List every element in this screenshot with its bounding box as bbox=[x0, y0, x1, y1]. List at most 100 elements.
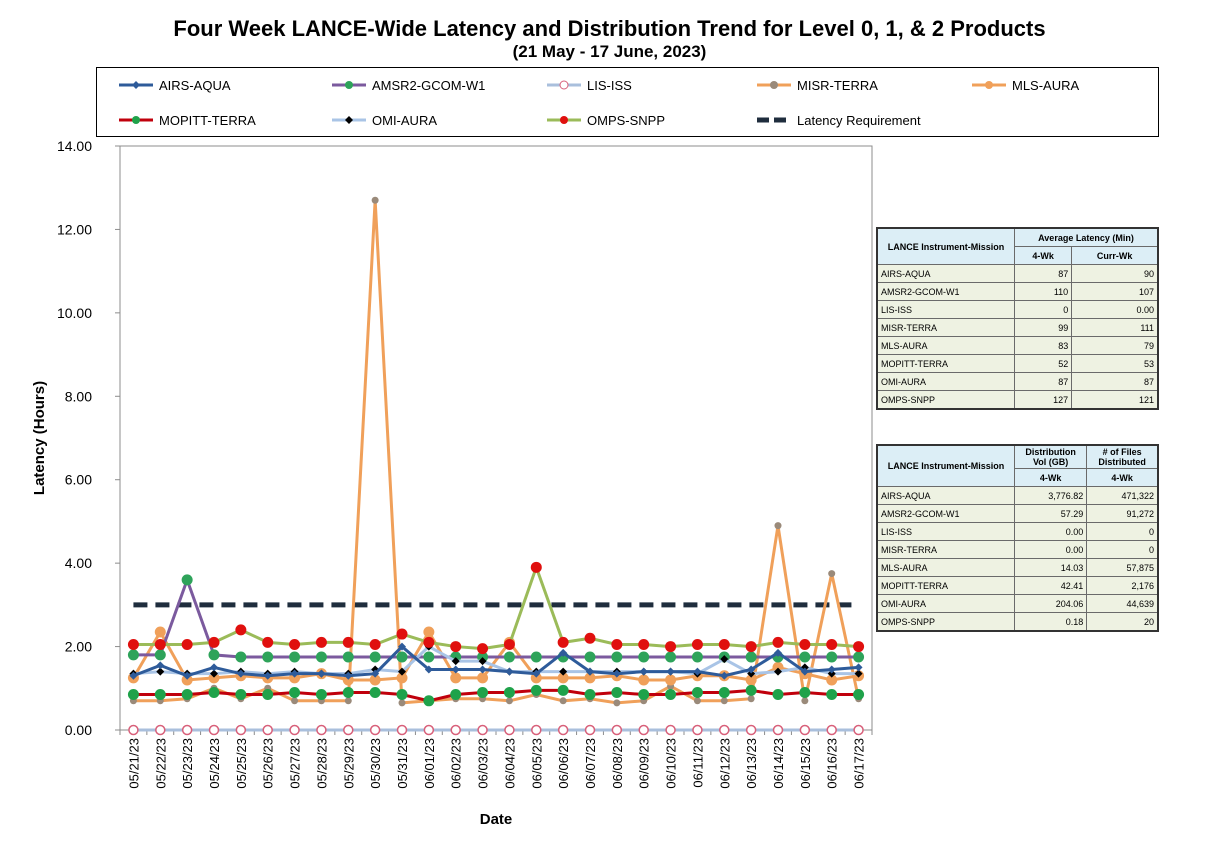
point-omps-snpp bbox=[584, 632, 596, 644]
point-airs-aqua bbox=[559, 648, 568, 657]
series-line-amsr2-gcom-w1 bbox=[133, 575, 859, 659]
point-amsr2-gcom-w1 bbox=[799, 651, 811, 663]
header-instrument: LANCE Instrument-Mission bbox=[876, 227, 1015, 265]
point-airs-aqua bbox=[505, 667, 514, 676]
point-airs-aqua bbox=[478, 665, 487, 674]
point-omps-snpp bbox=[315, 636, 327, 648]
legend-item-misr-terra: MISR-TERRA bbox=[757, 75, 878, 95]
point-lis-iss bbox=[343, 724, 354, 736]
legend-swatch bbox=[757, 117, 791, 123]
point-lis-iss bbox=[504, 724, 515, 736]
point-mopitt-terra bbox=[826, 689, 838, 701]
distribution-table: LANCE Instrument-Mission Distribution Vo… bbox=[876, 444, 1159, 632]
table-row: AIRS-AQUA 3,776.82 471,322 bbox=[876, 486, 1159, 505]
legend-swatch bbox=[757, 81, 791, 89]
cell-value: 204.06 bbox=[1013, 594, 1088, 613]
point-mls-aura bbox=[477, 672, 489, 684]
x-tick-label: 06/02/23 bbox=[449, 738, 464, 789]
point-mopitt-terra bbox=[745, 684, 757, 696]
point-omi-aura bbox=[854, 669, 863, 678]
point-airs-aqua bbox=[586, 667, 594, 676]
point-omps-snpp bbox=[154, 638, 166, 650]
point-mls-aura bbox=[342, 674, 354, 686]
point-omi-aura bbox=[559, 667, 568, 676]
y-tick-label: 4.00 bbox=[65, 555, 92, 571]
point-mopitt-terra bbox=[181, 689, 193, 701]
point-mopitt-terra bbox=[557, 684, 569, 696]
point-lis-iss bbox=[719, 724, 730, 736]
point-lis-iss bbox=[584, 724, 596, 736]
point-omi-aura bbox=[774, 667, 782, 676]
point-mopitt-terra bbox=[127, 689, 139, 701]
x-axis-label: Date bbox=[480, 811, 513, 828]
point-amsr2-gcom-w1 bbox=[665, 651, 677, 663]
legend-swatch bbox=[547, 80, 581, 90]
point-omps-snpp bbox=[799, 638, 811, 650]
x-tick-label: 05/23/23 bbox=[180, 738, 195, 789]
legend-item-mls-aura: MLS-AURA bbox=[972, 75, 1079, 95]
point-amsr2-gcom-w1 bbox=[826, 651, 838, 663]
point-mopitt-terra bbox=[235, 689, 247, 701]
table-row: MOPITT-TERRA 42.41 2,176 bbox=[876, 576, 1159, 595]
cell-value: 44,639 bbox=[1086, 594, 1159, 613]
cell-instrument: AMSR2-GCOM-W1 bbox=[876, 282, 1015, 301]
point-amsr2-gcom-w1 bbox=[262, 651, 274, 663]
cell-value: 52 bbox=[1013, 354, 1073, 373]
x-tick-label: 05/21/23 bbox=[126, 738, 141, 789]
cell-value: 99 bbox=[1013, 318, 1073, 337]
point-omi-aura bbox=[156, 667, 165, 676]
point-omps-snpp bbox=[289, 638, 301, 650]
point-omi-aura bbox=[210, 669, 218, 678]
table-row: OMI-AURA 204.06 44,639 bbox=[876, 594, 1159, 613]
point-airs-aqua bbox=[398, 642, 406, 651]
cell-value: 0 bbox=[1013, 300, 1073, 319]
series-line-airs-aqua bbox=[132, 644, 859, 678]
x-tick-label: 06/17/23 bbox=[852, 738, 867, 789]
cell-instrument: MOPITT-TERRA bbox=[876, 354, 1015, 373]
legend-swatch bbox=[119, 116, 153, 124]
point-airs-aqua bbox=[639, 667, 648, 676]
point-misr-terra bbox=[747, 695, 755, 703]
x-tick-label: 06/14/23 bbox=[771, 738, 786, 789]
point-lis-iss bbox=[155, 724, 166, 736]
legend-label: LIS-ISS bbox=[587, 77, 632, 93]
point-omps-snpp bbox=[262, 636, 274, 648]
point-mopitt-terra bbox=[289, 686, 301, 698]
legend-label: MLS-AURA bbox=[1012, 77, 1080, 93]
point-omps-snpp bbox=[423, 636, 435, 648]
header-distribution-vol: Distribution Vol (GB) bbox=[1013, 444, 1088, 469]
legend-label: AIRS-AQUA bbox=[159, 77, 231, 93]
x-tick-label: 06/08/23 bbox=[610, 738, 625, 789]
point-misr-terra bbox=[291, 697, 299, 705]
point-omps-snpp bbox=[853, 641, 865, 653]
cell-value: 87 bbox=[1013, 264, 1073, 283]
point-lis-iss bbox=[853, 724, 864, 736]
point-omps-snpp bbox=[477, 643, 489, 655]
point-omi-aura bbox=[451, 657, 460, 666]
table-row: LIS-ISS 0 0.00 bbox=[876, 300, 1159, 319]
x-tick-label: 06/16/23 bbox=[825, 738, 840, 789]
cell-instrument: MISR-TERRA bbox=[876, 540, 1015, 559]
point-airs-aqua bbox=[290, 669, 299, 678]
legend-item-lis-iss: LIS-ISS bbox=[547, 75, 632, 95]
legend-swatch bbox=[547, 116, 581, 124]
point-amsr2-gcom-w1 bbox=[745, 651, 757, 663]
point-omi-aura bbox=[478, 657, 487, 666]
point-amsr2-gcom-w1 bbox=[208, 649, 220, 661]
table-row: OMI-AURA 87 87 bbox=[876, 372, 1159, 391]
series-line-mls-aura bbox=[132, 628, 859, 682]
point-lis-iss bbox=[799, 724, 811, 736]
point-amsr2-gcom-w1 bbox=[691, 651, 703, 663]
point-airs-aqua bbox=[129, 671, 138, 680]
point-amsr2-gcom-w1 bbox=[503, 651, 515, 663]
legend-item-omi-aura: OMI-AURA bbox=[332, 110, 437, 130]
point-amsr2-gcom-w1 bbox=[342, 651, 354, 663]
point-lis-iss bbox=[665, 724, 676, 736]
cell-instrument: MLS-AURA bbox=[876, 558, 1015, 577]
x-tick-label: 05/27/23 bbox=[288, 738, 303, 789]
x-tick-label: 06/10/23 bbox=[664, 738, 679, 789]
y-tick-label: 12.00 bbox=[57, 221, 92, 237]
point-mopitt-terra bbox=[638, 689, 650, 701]
point-misr-terra bbox=[693, 697, 701, 705]
